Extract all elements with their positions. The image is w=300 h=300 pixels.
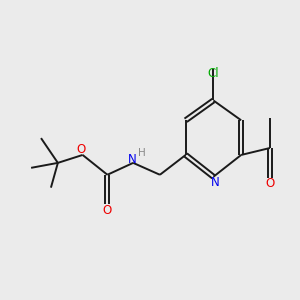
Text: H: H bbox=[138, 148, 146, 158]
Text: N: N bbox=[128, 153, 137, 167]
Text: O: O bbox=[76, 143, 86, 156]
Text: N: N bbox=[211, 176, 219, 189]
Text: O: O bbox=[103, 204, 112, 217]
Text: Cl: Cl bbox=[208, 67, 219, 80]
Text: O: O bbox=[266, 177, 275, 190]
